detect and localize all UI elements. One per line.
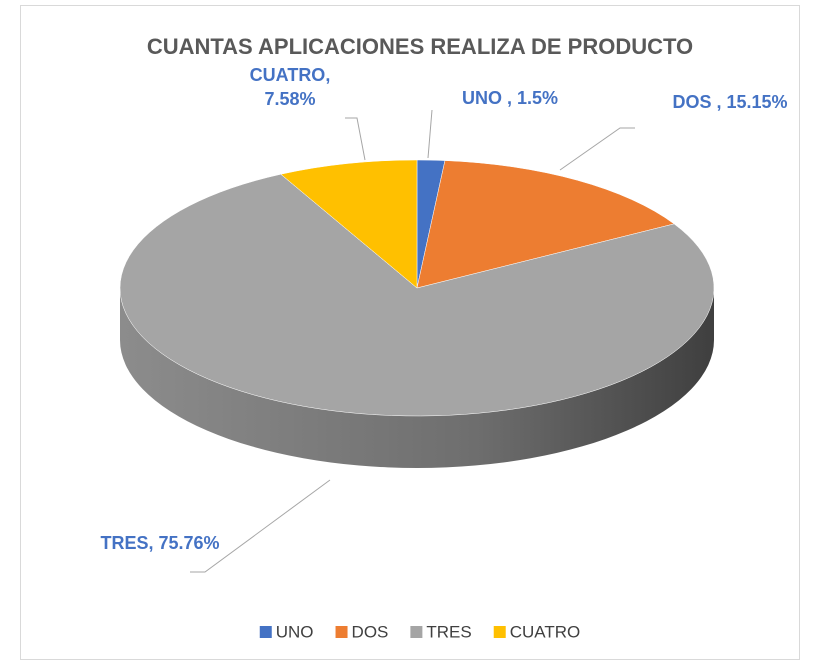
legend-item: DOS (335, 622, 389, 641)
legend-label: UNO (276, 622, 314, 641)
leader-lines (190, 109, 635, 573)
legend-item: CUATRO (493, 622, 581, 641)
data-label: CUATRO, 7.58% (249, 65, 331, 109)
legend-label: DOS (352, 622, 389, 641)
legend-label: TRES (426, 622, 471, 641)
legend-item: UNO (259, 622, 314, 641)
data-label: TRES, 75.76% (100, 533, 220, 553)
legend-marker (493, 626, 506, 638)
data-label: UNO , 1.5% (461, 88, 559, 108)
legend-label: CUATRO (510, 622, 581, 641)
chart-title: CUANTAS APLICACIONES REALIZA DE PRODUCTO (147, 34, 693, 59)
pie-slice (416, 160, 675, 289)
pie-side (120, 288, 714, 468)
pie-slice (280, 159, 418, 289)
legend-marker (335, 626, 348, 638)
legend-marker (259, 626, 272, 638)
legend-marker (410, 626, 423, 638)
data-label: DOS , 15.15% (672, 92, 788, 112)
pie-slice (119, 173, 715, 417)
legend-item: TRES (410, 622, 472, 641)
